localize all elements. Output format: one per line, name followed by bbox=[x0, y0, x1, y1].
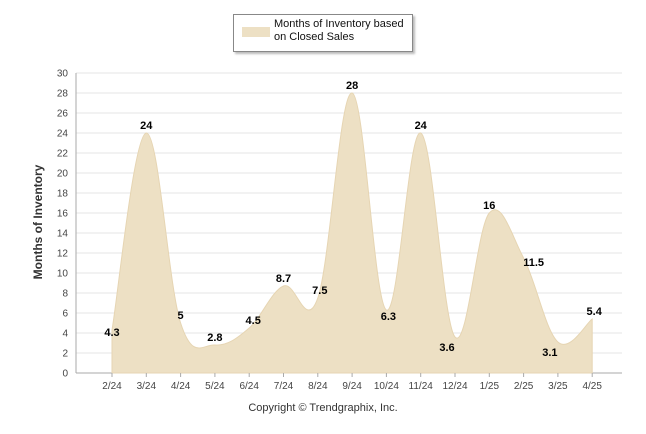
y-tick-label: 12 bbox=[57, 249, 69, 260]
y-tick-label: 24 bbox=[57, 129, 69, 140]
y-tick-label: 0 bbox=[62, 369, 68, 380]
data-label: 24 bbox=[415, 120, 428, 132]
x-tick-label: 8/24 bbox=[308, 381, 328, 392]
y-tick-label: 22 bbox=[57, 149, 69, 160]
x-tick-label: 3/25 bbox=[548, 381, 568, 392]
y-tick-label: 10 bbox=[57, 269, 69, 280]
data-label: 4.5 bbox=[246, 315, 261, 327]
y-tick-label: 16 bbox=[57, 209, 69, 220]
data-label: 4.3 bbox=[104, 327, 119, 339]
data-label: 11.5 bbox=[523, 257, 544, 269]
data-label: 5.4 bbox=[587, 306, 603, 318]
legend: Months of Inventory based on Closed Sale… bbox=[233, 14, 413, 52]
data-label: 24 bbox=[140, 120, 153, 132]
x-tick-labels: 2/24 3/24 4/24 5/24 6/24 7/24 8/24 9/24 10/24 11/… bbox=[102, 373, 602, 392]
y-tick-label: 26 bbox=[57, 109, 69, 120]
data-label: 8.7 bbox=[276, 273, 291, 285]
x-tick-label: 2/24 bbox=[102, 381, 122, 392]
x-tick-label: 4/24 bbox=[171, 381, 191, 392]
data-label: 5 bbox=[178, 310, 184, 322]
legend-swatch bbox=[242, 27, 270, 37]
x-tick-label: 9/24 bbox=[342, 381, 362, 392]
x-tick-label: 6/24 bbox=[239, 381, 259, 392]
x-tick-label: 11/24 bbox=[409, 381, 434, 392]
data-label: 28 bbox=[346, 80, 358, 92]
y-tick-label: 2 bbox=[62, 349, 68, 360]
area-fill bbox=[111, 92, 593, 374]
y-tick-label: 18 bbox=[57, 189, 69, 200]
copyright-text: Copyright © Trendgraphix, Inc. bbox=[248, 402, 398, 414]
data-label: 7.5 bbox=[312, 285, 327, 297]
data-label: 3.1 bbox=[542, 347, 557, 359]
y-tick-label: 4 bbox=[62, 329, 68, 340]
area-series bbox=[111, 92, 593, 374]
y-tick-label: 30 bbox=[57, 69, 69, 80]
x-tick-label: 2/25 bbox=[514, 381, 534, 392]
y-tick-label: 8 bbox=[62, 289, 68, 300]
data-labels: 4.3 24 5 2.8 4.5 8.7 7.5 28 6.3 24 3.6 16 11.5 3.1 5.4 bbox=[104, 80, 602, 359]
legend-label: Months of Inventory based on Closed Sale… bbox=[274, 18, 404, 43]
y-axis-label: Months of Inventory bbox=[31, 164, 45, 280]
data-label: 2.8 bbox=[207, 332, 222, 344]
data-label: 6.3 bbox=[381, 311, 396, 323]
x-tick-label: 3/24 bbox=[137, 381, 157, 392]
data-label: 16 bbox=[483, 200, 495, 212]
x-tick-label: 7/24 bbox=[274, 381, 294, 392]
x-tick-label: 12/24 bbox=[442, 381, 467, 392]
y-tick-label: 20 bbox=[57, 169, 69, 180]
y-tick-label: 28 bbox=[57, 89, 69, 100]
x-tick-label: 5/24 bbox=[205, 381, 225, 392]
y-tick-label: 14 bbox=[57, 229, 69, 240]
x-tick-label: 10/24 bbox=[374, 381, 399, 392]
data-label: 3.6 bbox=[439, 342, 454, 354]
x-tick-label: 1/25 bbox=[480, 381, 500, 392]
x-tick-label: 4/25 bbox=[582, 381, 602, 392]
y-tick-label: 6 bbox=[62, 309, 68, 320]
